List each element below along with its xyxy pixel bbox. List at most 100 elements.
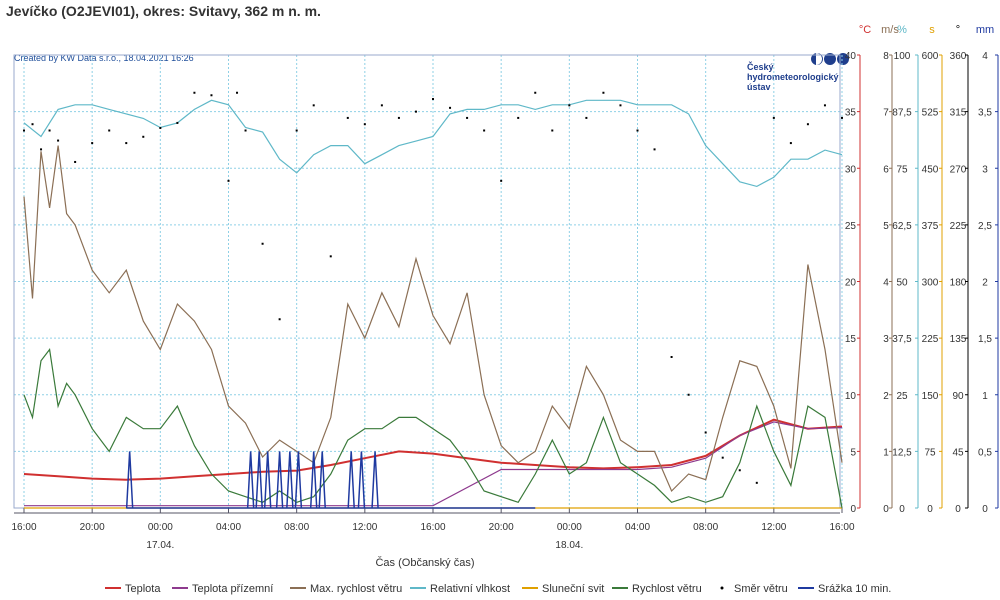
wind-direction-point bbox=[312, 104, 315, 107]
wind-direction-point bbox=[57, 139, 60, 142]
y-tick-label: 0,5 bbox=[978, 447, 992, 458]
wind-direction-point bbox=[227, 179, 230, 182]
y-tick-label: 0 bbox=[927, 504, 933, 515]
y-tick-label: 12,5 bbox=[892, 447, 912, 458]
x-tick-label: 20:00 bbox=[489, 522, 514, 533]
grid bbox=[14, 54, 843, 509]
precipitation-spike bbox=[318, 451, 326, 509]
right-axes: 4035302520151050°C876543210m/s10087,5756… bbox=[845, 24, 999, 515]
wind-direction-point bbox=[91, 142, 94, 145]
x-tick-label: 16:00 bbox=[829, 522, 854, 533]
wind-direction-point bbox=[31, 123, 34, 126]
x-tick-label: 16:00 bbox=[11, 522, 36, 533]
x-tick-label: 04:00 bbox=[216, 522, 241, 533]
series-line bbox=[23, 418, 843, 481]
chart-title: Jevíčko (O2JEVI01), okres: Svitavy, 362 … bbox=[6, 3, 321, 19]
wind-direction-point bbox=[23, 129, 25, 132]
x-tick-label: 16:00 bbox=[420, 522, 445, 533]
x-axis-label: Čas (Občanský čas) bbox=[375, 556, 474, 569]
wind-direction-point bbox=[534, 91, 537, 94]
precipitation-spike bbox=[309, 451, 318, 509]
wind-direction-point bbox=[602, 91, 605, 94]
x-axis: 16:00 20:00 00:00 04:00 08:00 12:00 16:00 20:00… bbox=[11, 508, 855, 551]
logo-circle-icon bbox=[824, 53, 836, 65]
wind-direction-point bbox=[738, 469, 741, 472]
wind-direction-point bbox=[704, 431, 707, 434]
x-tick-label: 00:00 bbox=[148, 522, 173, 533]
logo-line2: hydrometeorologický bbox=[747, 72, 839, 82]
precipitation-spike bbox=[275, 451, 284, 509]
wind-direction-point bbox=[193, 91, 196, 94]
axis-unit: mm bbox=[976, 24, 994, 36]
y-tick-label: 75 bbox=[896, 164, 908, 175]
x-date-label: 17.04. bbox=[146, 540, 174, 551]
x-tick-label: 20:00 bbox=[80, 522, 105, 533]
wind-direction-point bbox=[210, 94, 213, 97]
y-tick-label: 87,5 bbox=[892, 108, 912, 119]
wind-direction-point bbox=[48, 129, 51, 132]
precipitation-spike bbox=[357, 451, 366, 509]
chart-credit: Created by KW Data s.r.o., 18.04.2021 16… bbox=[14, 53, 194, 63]
legend-item-label: Sluneční svit bbox=[542, 583, 604, 595]
legend-item-label: Srážka 10 min. bbox=[818, 583, 891, 595]
y-tick-label: 4 bbox=[982, 51, 988, 62]
y-tick-label: 2 bbox=[883, 391, 889, 402]
wind-direction-point bbox=[380, 104, 383, 107]
y-tick-label: 0 bbox=[982, 504, 988, 515]
y-tick-label: 100 bbox=[894, 51, 911, 62]
wind-direction-point bbox=[244, 129, 247, 132]
y-tick-label: 75 bbox=[924, 447, 936, 458]
wind-direction-point bbox=[278, 318, 281, 321]
y-tick-label: 90 bbox=[952, 391, 964, 402]
wind-direction-point bbox=[108, 129, 111, 132]
y-tick-label: 0 bbox=[899, 504, 905, 515]
y-tick-label: 0 bbox=[850, 504, 856, 515]
y-tick-label: 0 bbox=[883, 504, 889, 515]
wind-direction-point bbox=[585, 116, 588, 119]
y-tick-label: 150 bbox=[922, 391, 939, 402]
wind-direction-point bbox=[789, 142, 792, 145]
wind-direction-point bbox=[397, 116, 400, 119]
wind-direction-point bbox=[670, 356, 673, 358]
wind-direction-point bbox=[636, 129, 639, 132]
precipitation-spike bbox=[371, 451, 379, 509]
wind-direction-point bbox=[142, 135, 145, 138]
legend-item-label: Teplota přízemní bbox=[192, 583, 273, 595]
y-tick-label: 225 bbox=[950, 221, 967, 232]
y-tick-label: 2 bbox=[982, 278, 988, 289]
wind-direction-point bbox=[806, 123, 809, 126]
precipitation-spike bbox=[286, 451, 294, 509]
y-tick-label: 45 bbox=[952, 447, 964, 458]
y-tick-label: 25 bbox=[896, 391, 908, 402]
y-tick-label: 4 bbox=[883, 278, 889, 289]
wind-direction-point bbox=[236, 91, 239, 94]
y-tick-label: 1,5 bbox=[978, 334, 992, 345]
wind-direction-point bbox=[551, 129, 554, 132]
y-tick-label: 50 bbox=[896, 278, 908, 289]
legend-item-label: Teplota bbox=[125, 583, 161, 595]
wind-direction-point bbox=[40, 148, 43, 151]
wind-direction-point bbox=[517, 116, 520, 119]
legend-item-label: Rychlost větru bbox=[632, 583, 702, 595]
y-tick-label: 37,5 bbox=[892, 334, 912, 345]
y-tick-label: 135 bbox=[950, 334, 967, 345]
y-tick-label: 1 bbox=[982, 391, 988, 402]
wind-direction-point bbox=[363, 123, 366, 126]
axis-unit: s bbox=[929, 24, 935, 36]
wind-direction-point bbox=[295, 129, 298, 132]
y-tick-label: 15 bbox=[845, 334, 857, 345]
legend-item-label: Relativní vlhkost bbox=[430, 583, 510, 595]
wind-direction-point bbox=[653, 148, 656, 151]
wind-direction-point bbox=[176, 121, 179, 124]
y-tick-label: 8 bbox=[883, 51, 889, 62]
x-tick-label: 08:00 bbox=[693, 522, 718, 533]
y-tick-label: 0 bbox=[955, 504, 961, 515]
logo-line1: Český bbox=[747, 61, 774, 72]
wind-direction-point bbox=[687, 393, 690, 396]
axis-unit: ° bbox=[956, 24, 960, 36]
y-tick-label: 35 bbox=[845, 108, 857, 119]
axis-unit: m/s bbox=[881, 24, 899, 36]
y-tick-label: 180 bbox=[950, 278, 967, 289]
y-tick-label: 450 bbox=[922, 164, 939, 175]
axis-unit: °C bbox=[859, 24, 871, 36]
